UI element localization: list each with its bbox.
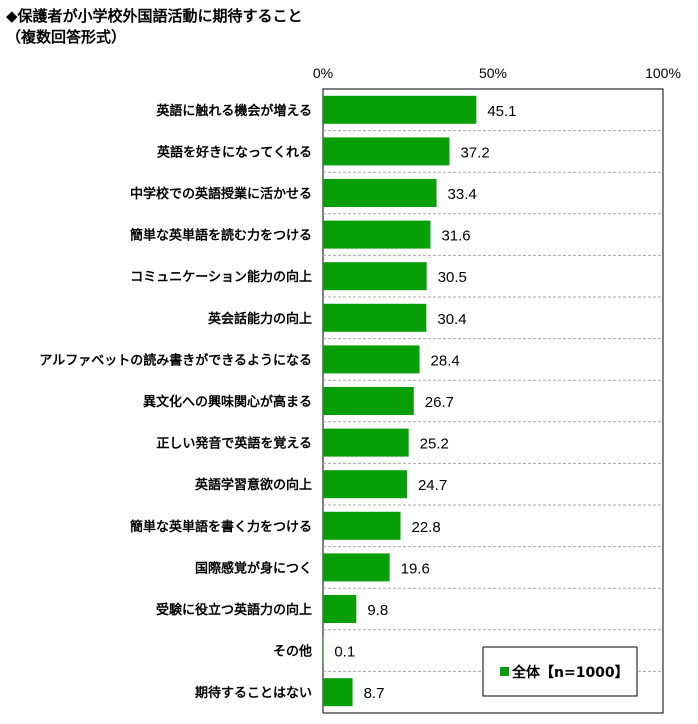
value-label: 25.2 [420,436,449,453]
x-tick-label: 0% [313,65,333,81]
bar [323,470,407,499]
category-label: 簡単な英単語を読む力をつける [129,228,312,244]
bar [323,262,427,291]
category-label: アルファベットの読み書きができるようになる [39,352,312,368]
legend-swatch [500,667,509,676]
chart-subtitle: （複数回答形式） [6,28,127,46]
x-tick-label: 50% [479,65,507,81]
x-tick-label: 100% [645,65,681,81]
value-label: 28.4 [431,352,460,369]
value-label: 33.4 [448,186,477,203]
value-label: 37.2 [460,144,489,161]
legend-label: 全体【n=1000】 [511,664,629,681]
bar [323,553,390,582]
chart-title: ◆保護者が小学校外国語活動に期待すること [6,7,303,25]
category-label: 簡単な英単語を書く力をつける [129,519,312,535]
category-label: その他 [273,644,312,660]
value-label: 19.6 [401,560,430,577]
value-label: 45.1 [487,103,516,120]
category-label: 英語学習意欲の向上 [194,477,312,493]
bar [323,511,401,540]
bar [323,678,353,707]
value-label: 9.8 [367,602,388,619]
category-label: 英語に触れる機会が増える [155,103,312,119]
value-label: 0.1 [334,644,355,661]
category-label: 受験に役立つ英語力の向上 [156,602,312,618]
category-label: 英会話能力の向上 [207,311,312,327]
value-label: 22.8 [412,519,441,536]
value-label: 31.6 [441,228,470,245]
bar [323,595,357,623]
category-label: 国際感覚が身につく [195,560,312,576]
bar [323,95,477,124]
bar [323,428,409,457]
value-label: 30.5 [438,269,467,286]
category-label: 正しい発音で英語を覚える [156,436,312,452]
bar [323,137,450,166]
value-label: 26.7 [425,394,454,411]
bar [323,345,420,374]
category-label: 期待することはない [195,685,312,701]
bar [323,636,324,665]
category-label: 英語を好きになってくれる [156,144,312,160]
bar [323,387,414,415]
value-label: 8.7 [364,685,385,702]
bar [323,303,427,332]
category-label: 異文化への興味関心が高まる [143,394,312,410]
value-label: 30.4 [437,311,466,328]
bar [323,220,431,249]
bar [323,179,437,207]
category-label: コミュニケーション能力の向上 [130,269,312,285]
value-label: 24.7 [418,477,447,494]
category-label: 中学校での英語授業に活かせる [130,186,312,202]
